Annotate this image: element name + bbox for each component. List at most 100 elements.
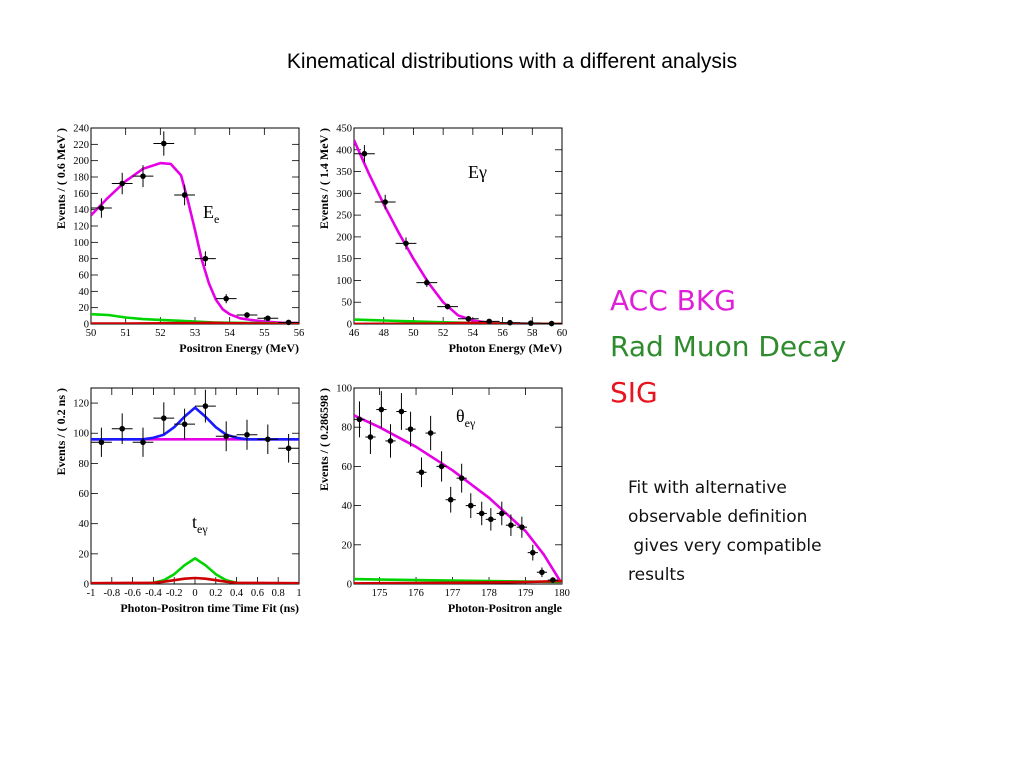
data-point [547, 577, 558, 583]
chart-annotation: Ee [203, 202, 219, 226]
data-point [425, 415, 436, 451]
y-axis-label: Events / ( 1.4 MeV ) [317, 128, 331, 229]
point-marker [140, 439, 146, 446]
x-axis-label: Positron Energy (MeV) [179, 341, 299, 355]
data-point [465, 493, 476, 518]
data-point [153, 402, 175, 434]
chart-annotation: Eγ [468, 162, 487, 182]
point-marker [356, 416, 363, 423]
point-marker [528, 320, 534, 326]
y-tick-label: 80 [79, 254, 90, 265]
data-point [416, 457, 427, 488]
x-tick-label: 56 [497, 328, 508, 339]
data-point [516, 516, 527, 538]
x-tick-label: 46 [349, 328, 360, 339]
data-point [91, 427, 112, 457]
curve-sig [91, 321, 299, 324]
point-marker [508, 522, 514, 528]
fit-note-line: observable definition [628, 507, 808, 527]
point-marker [387, 438, 394, 444]
curve-sig [91, 576, 299, 584]
point-marker [265, 436, 271, 443]
chart-opening-angle: 0 20 40 60 80 100 175 176 177 178 179 180 Photon-Pos… [317, 378, 570, 616]
data-point [395, 237, 417, 250]
data-point [354, 145, 375, 163]
x-axis-label: Photon Energy (MeV) [449, 341, 562, 355]
x-tick-label: -0.4 [145, 588, 162, 599]
data-point [496, 501, 507, 526]
chart-annotation: θeγ [456, 406, 476, 430]
point-marker [467, 502, 474, 509]
point-marker [539, 569, 545, 576]
point-marker [438, 463, 445, 470]
point-marker [140, 173, 146, 179]
point-marker [458, 475, 465, 481]
point-marker [424, 279, 430, 286]
y-tick-label: 240 [73, 124, 89, 135]
point-marker [161, 140, 167, 147]
x-tick-label: 60 [557, 328, 568, 339]
y-tick-label: 0 [84, 580, 89, 591]
y-tick-label: 40 [79, 519, 90, 530]
y-tick-label: 350 [336, 167, 352, 178]
y-tick-label: 60 [342, 462, 353, 473]
data-point [445, 486, 456, 513]
data-point [257, 424, 279, 455]
data-point [215, 421, 237, 452]
data-point [458, 315, 479, 322]
point-marker [202, 403, 209, 409]
point-marker [382, 199, 388, 205]
data-point [153, 131, 175, 156]
point-marker [119, 180, 125, 187]
x-tick-label: -0.2 [166, 588, 183, 599]
data-point [405, 411, 416, 447]
data-point [365, 420, 376, 454]
x-tick-label: 0.6 [251, 588, 264, 599]
data-point [195, 389, 216, 423]
fit-note-line: results [628, 565, 685, 585]
x-tick-label: 177 [445, 588, 461, 599]
point-marker [378, 406, 385, 413]
x-tick-label: -0.8 [103, 588, 120, 599]
data-point [505, 514, 517, 536]
fit-note-line: gives very compatible [628, 536, 822, 556]
x-tick-label: 55 [259, 328, 270, 339]
data-point [278, 319, 299, 326]
x-tick-label: 0.4 [230, 588, 244, 599]
y-tick-label: 0 [84, 320, 89, 331]
data-point [132, 427, 154, 457]
point-marker [361, 150, 368, 157]
curve-acc-bkg [354, 414, 562, 584]
point-marker [444, 303, 451, 310]
point-marker [447, 496, 454, 503]
data-point [536, 567, 548, 578]
data-point [111, 413, 133, 445]
point-marker [265, 315, 271, 322]
legend: ACC BKG Rad Muon Decay SIG [610, 278, 846, 416]
data-point [215, 294, 237, 304]
curve-total [91, 406, 299, 441]
y-tick-label: 100 [73, 238, 89, 249]
fit-note-line: Fit with alternative [628, 478, 787, 498]
y-tick-label: 200 [73, 156, 89, 167]
x-axis-label: Photon-Positron angle [448, 601, 563, 615]
y-tick-label: 20 [79, 549, 90, 560]
data-point [174, 408, 195, 440]
data-point [236, 312, 258, 318]
y-tick-label: 120 [73, 222, 89, 233]
y-tick-label: 120 [73, 399, 89, 410]
y-tick-label: 220 [73, 140, 89, 151]
data-point [132, 165, 154, 188]
y-tick-label: 180 [73, 173, 89, 184]
y-tick-label: 80 [342, 423, 353, 434]
data-point [456, 463, 467, 493]
y-tick-label: 300 [336, 189, 352, 200]
y-tick-label: 450 [336, 124, 352, 135]
point-marker [119, 425, 125, 432]
point-marker [550, 577, 556, 583]
x-tick-label: 50 [86, 328, 97, 339]
x-tick-label: 50 [408, 328, 419, 339]
data-point [478, 318, 500, 325]
point-marker [486, 318, 492, 325]
data-point [385, 424, 396, 458]
